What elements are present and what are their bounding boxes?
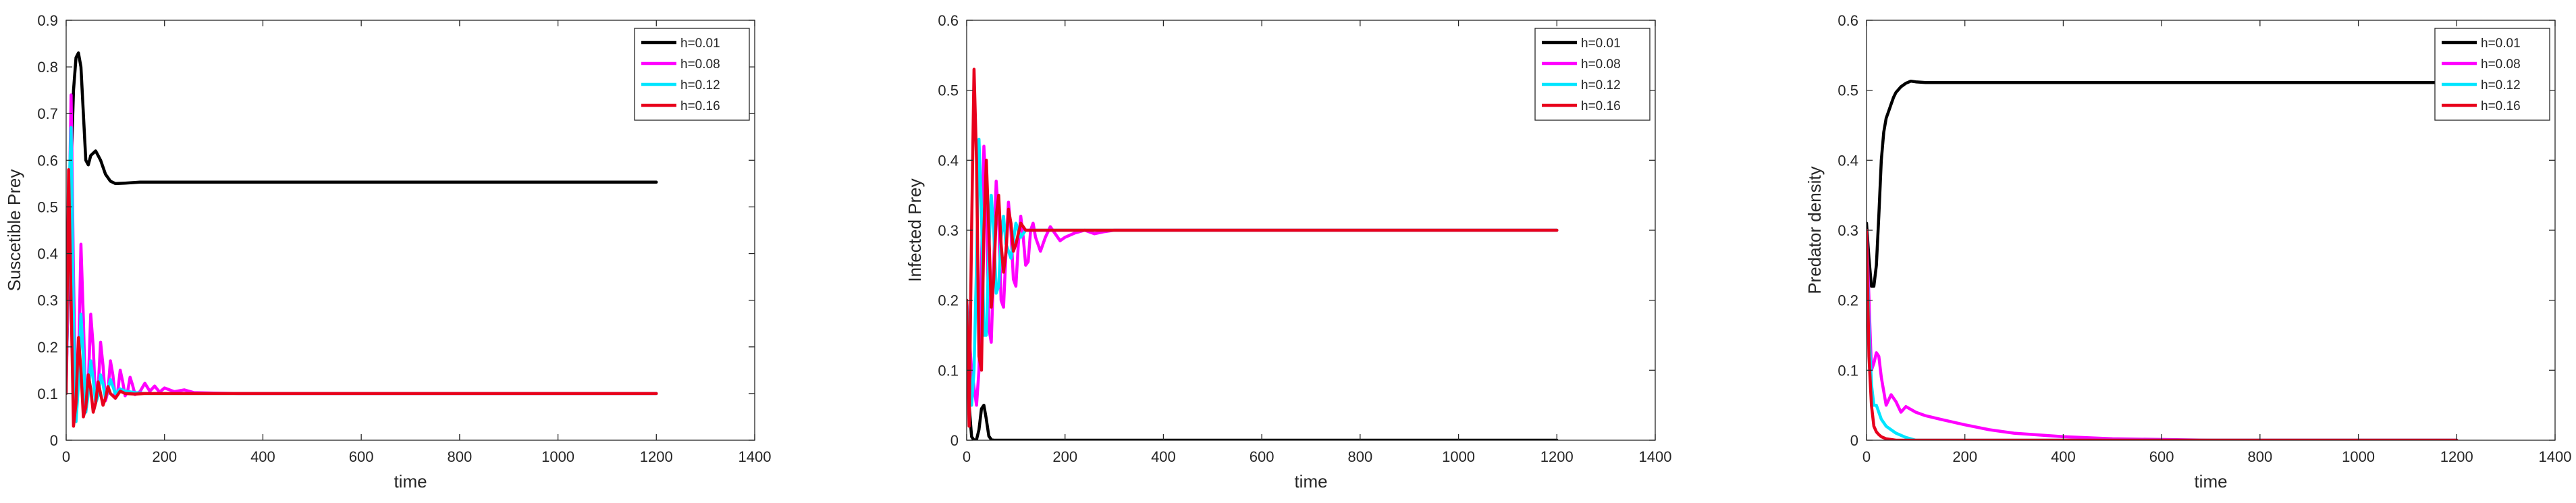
y-tick-label: 0.1 [1837,362,1858,379]
legend-label-4: h=0.16 [680,99,720,113]
legend-label-1: h=0.01 [680,36,720,51]
y-tick-label: 0.7 [37,105,58,122]
legend-label-1: h=0.01 [2481,36,2521,51]
series-lines [66,51,658,428]
legend-label-3: h=0.12 [680,78,720,92]
x-tick-label: 1200 [640,448,673,465]
y-tick-label: 0.2 [938,292,959,309]
x-tick-label: 1000 [541,448,574,465]
series-line-2 [1867,228,2459,440]
legend: h=0.01 h=0.08 h=0.12 h=0.16 [1534,28,1651,121]
x-tick-label: 400 [250,448,275,465]
y-tick-label: 0.5 [938,82,959,99]
series-line-1 [967,298,1559,440]
x-tick-label: 1000 [1442,448,1475,465]
x-tick-label: 600 [1250,448,1274,465]
x-tick-label: 1400 [2539,448,2572,465]
legend-label-2: h=0.08 [1581,57,1621,72]
series-lines [967,68,1559,440]
y-tick-label: 0.4 [37,246,58,263]
series-line-4 [967,68,1559,428]
susceptible-prey-chart: 0 200 400 600 800 1000 1200 1400 0 0.1 0.2 0.3 0.4 0.… [4,12,771,492]
y-tick-label: 0.9 [37,12,58,29]
x-axis-label: time [1294,471,1327,492]
y-tick-label: 0.2 [37,339,58,356]
y-axis-label: Infected Prey [905,178,925,282]
x-tick-label: 800 [1347,448,1372,465]
legend-label-4: h=0.16 [2481,99,2521,113]
y-tick-label: 0.8 [37,59,58,76]
series-lines [1867,79,2459,440]
y-tick-label: 0.4 [1837,152,1858,169]
x-tick-label: 600 [349,448,374,465]
legend-label-4: h=0.16 [1581,99,1621,113]
y-tick-label: 0.6 [37,152,58,169]
x-tick-label: 600 [2149,448,2174,465]
x-tick-label: 1200 [2440,448,2473,465]
y-axis-label: Suscetible Prey [4,169,24,292]
x-tick-label: 200 [1952,448,1977,465]
y-tick-label: 0.1 [938,362,959,379]
x-tick-label: 400 [1151,448,1176,465]
x-axis-label: time [2194,471,2227,492]
legend-label-2: h=0.08 [680,57,720,72]
y-tick-label: 0.5 [1837,82,1858,99]
y-tick-label: 0.5 [37,198,58,215]
x-tick-label: 1400 [739,448,772,465]
series-line-3 [1867,228,2459,440]
y-tick-label: 0.6 [1837,12,1858,29]
x-axis-label: time [394,471,427,492]
x-tick-label: 200 [152,448,177,465]
legend: h=0.01 h=0.08 h=0.12 h=0.16 [634,28,750,121]
x-tick-label: 400 [2051,448,2076,465]
y-tick-label: 0.2 [1837,292,1858,309]
legend-label-3: h=0.12 [2481,78,2521,92]
y-tick-label: 0 [1850,432,1858,449]
infected-prey-chart: 0 200 400 600 800 1000 1200 1400 0 0.1 0.2 0.3 0.4 0.… [905,12,1671,492]
y-axis-label: Predator density [1804,166,1825,294]
legend-label-1: h=0.01 [1581,36,1621,51]
y-tick-label: 0.1 [37,386,58,402]
y-tick-label: 0.3 [37,292,58,309]
x-tick-label: 1400 [1639,448,1672,465]
x-tick-label: 800 [447,448,472,465]
series-line-1 [1867,79,2459,288]
axes-box [65,20,755,441]
legend-label-3: h=0.12 [1581,78,1621,92]
y-tick-label: 0.4 [938,152,959,169]
y-tick-label: 0.6 [938,12,959,29]
legend-label-2: h=0.08 [2481,57,2521,72]
x-tick-label: 1200 [1540,448,1574,465]
series-line-4 [1867,228,2459,440]
x-tick-label: 800 [2247,448,2272,465]
x-tick-label: 200 [1052,448,1077,465]
x-tick-label: 0 [62,448,70,465]
y-tick-label: 0.3 [1837,222,1858,239]
series-line-1 [66,51,658,381]
x-tick-label: 0 [963,448,971,465]
predator-density-chart: 0 200 400 600 800 1000 1200 1400 0 0.1 0.2 0.3 0.4 0.… [1804,12,2571,492]
y-tick-label: 0 [950,432,959,449]
y-tick-label: 0 [50,432,58,449]
y-tick-label: 0.3 [938,222,959,239]
x-tick-label: 1000 [2342,448,2375,465]
legend: h=0.01 h=0.08 h=0.12 h=0.16 [2434,28,2550,121]
x-tick-label: 0 [1862,448,1871,465]
series-line-4 [66,167,658,428]
